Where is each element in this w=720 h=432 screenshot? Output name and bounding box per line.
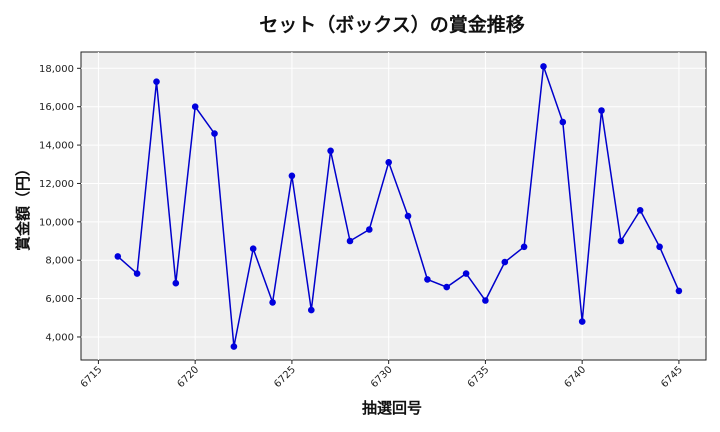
x-tick-label: 6725 xyxy=(272,364,298,390)
data-point xyxy=(385,159,393,166)
data-point xyxy=(346,237,354,245)
data-point xyxy=(462,270,470,277)
x-tick-label: 6735 xyxy=(466,364,492,390)
x-tick-label: 6745 xyxy=(659,364,685,390)
x-tick-label: 6715 xyxy=(79,364,105,390)
data-point xyxy=(443,283,451,291)
x-axis: 6715 6720 6725 6730 6735 6740 6745 xyxy=(79,360,685,390)
x-tick-label: 6740 xyxy=(563,364,589,390)
data-point xyxy=(211,130,218,137)
data-point xyxy=(133,270,141,277)
data-point xyxy=(559,118,567,126)
data-point xyxy=(656,243,663,251)
x-tick-label: 6730 xyxy=(369,364,395,390)
data-points xyxy=(114,63,683,350)
data-point xyxy=(191,103,199,110)
y-tick-label: 12,000 xyxy=(39,179,74,190)
data-point xyxy=(598,107,605,114)
data-point xyxy=(172,279,180,287)
data-point xyxy=(308,306,315,314)
data-point xyxy=(230,343,238,350)
y-tick-label: 6,000 xyxy=(45,294,74,305)
x-tick-label: 6720 xyxy=(176,364,202,390)
data-point xyxy=(501,258,509,266)
data-point xyxy=(269,299,276,306)
data-point xyxy=(636,207,644,214)
x-axis-label: 抽選回号 xyxy=(362,399,422,417)
data-point xyxy=(675,287,683,295)
data-point xyxy=(153,78,160,85)
data-point xyxy=(114,253,122,260)
plot-area xyxy=(80,51,707,361)
chart-title: セット（ボックス）の賞金推移 xyxy=(259,13,524,36)
data-point xyxy=(578,318,586,325)
data-point xyxy=(288,172,296,180)
y-tick-label: 4,000 xyxy=(45,332,74,343)
y-axis: 4,000 6,000 8,000 10,000 12,000 14,000 16,000 1… xyxy=(39,64,81,343)
y-tick-label: 8,000 xyxy=(45,256,74,267)
data-point xyxy=(404,212,412,220)
y-tick-label: 10,000 xyxy=(39,217,74,228)
y-axis-label: 賞金額（円） xyxy=(14,161,32,251)
grid xyxy=(81,52,706,360)
data-point xyxy=(617,237,625,245)
series-line xyxy=(117,66,680,347)
data-point xyxy=(520,243,528,251)
y-tick-label: 16,000 xyxy=(39,102,74,113)
data-point xyxy=(482,297,489,304)
y-tick-label: 14,000 xyxy=(39,141,74,152)
data-point xyxy=(366,226,373,233)
data-point xyxy=(327,147,334,155)
data-point xyxy=(249,245,257,252)
data-point xyxy=(424,276,431,283)
y-tick-label: 18,000 xyxy=(39,64,74,75)
data-point xyxy=(540,63,547,70)
